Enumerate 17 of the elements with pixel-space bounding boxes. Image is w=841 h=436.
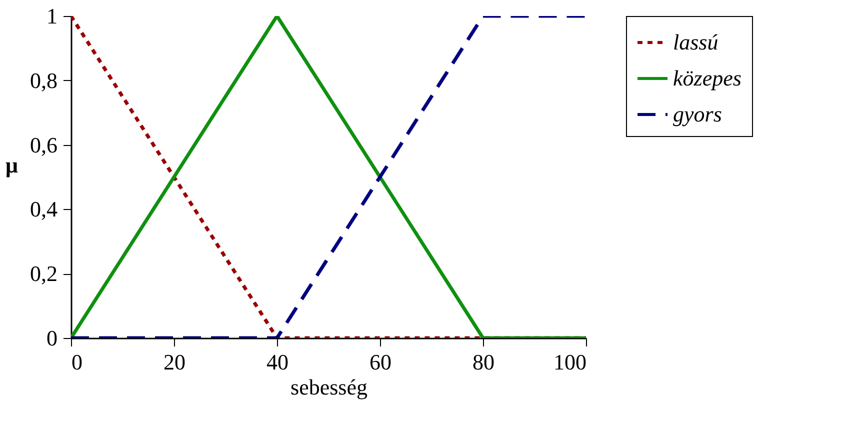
legend-label: gyors (673, 102, 722, 126)
legend-label: közepes (673, 66, 742, 90)
x-tick-label: 0 (72, 350, 82, 374)
x-tick-label: 20 (164, 350, 186, 374)
x-tick-label: 100 (554, 350, 586, 374)
legend-label: lassú (673, 30, 718, 54)
x-axis-title: sebesség (290, 374, 368, 400)
y-tick-label: 1 (46, 4, 58, 28)
y-tick-label: 0 (46, 326, 58, 350)
x-tick-label: 40 (266, 350, 288, 374)
y-tick-label: 0,6 (30, 132, 58, 158)
y-tick-label: 0,2 (30, 261, 58, 286)
x-tick-label: 80 (472, 350, 494, 374)
x-tick-label: 60 (370, 350, 392, 374)
y-axis-title: μ (6, 152, 19, 178)
y-tick-label: 0,4 (30, 196, 58, 222)
y-tick-label: 0,8 (30, 68, 58, 93)
